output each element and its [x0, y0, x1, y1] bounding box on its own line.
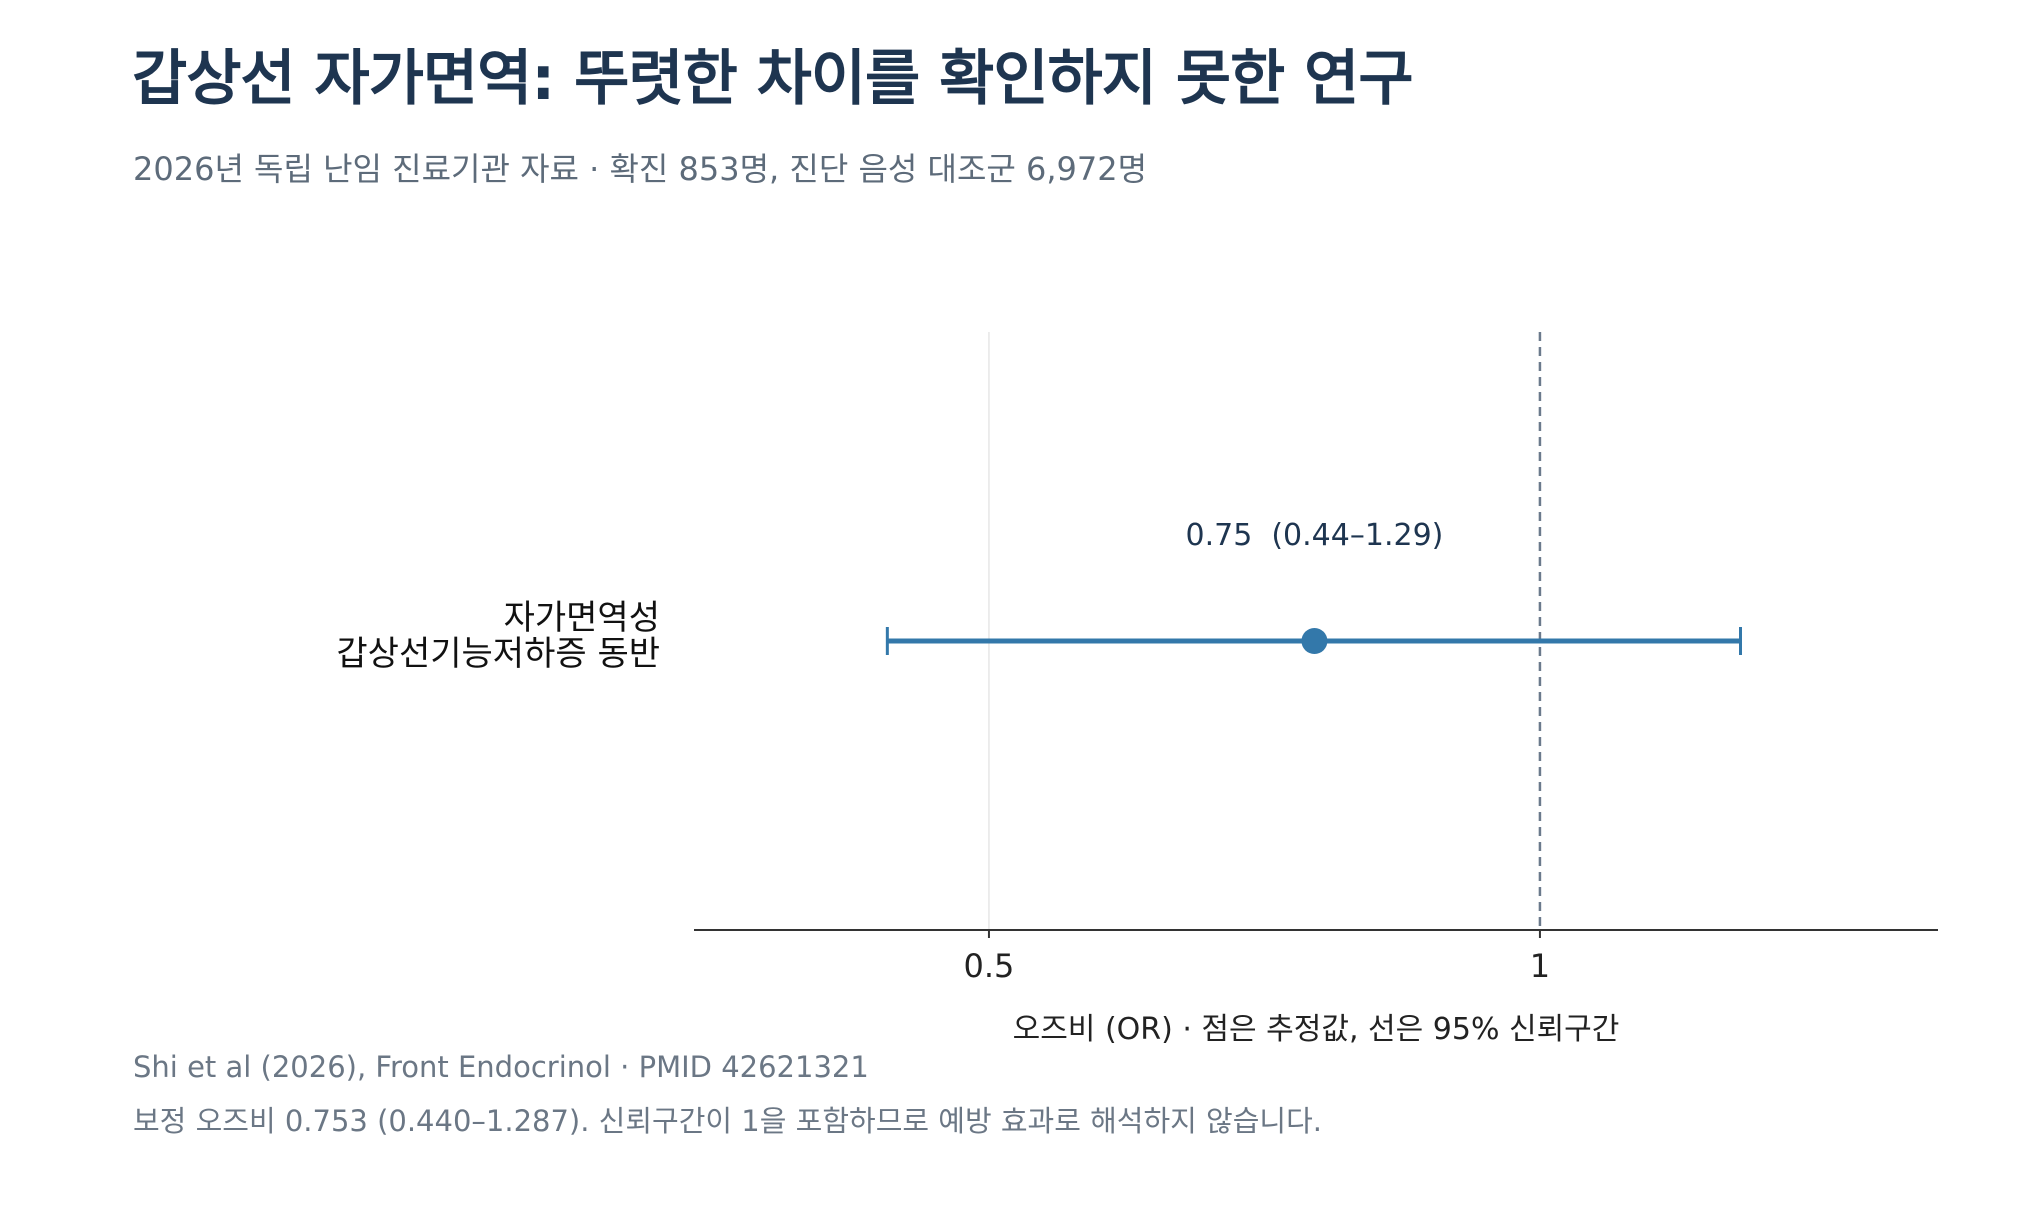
x-axis-label: 오즈비 (OR) · 점은 추정값, 선은 95% 신뢰구간	[1013, 1012, 1620, 1047]
x-tick-label: 1	[1530, 947, 1550, 985]
chart-subtitle: 2026년 독립 난임 진료기관 자료 · 확진 853명, 진단 음성 대조군…	[133, 150, 1148, 188]
row-label: 갑상선기능저하증 동반	[336, 634, 660, 674]
row-label: 자가면역성	[504, 598, 660, 638]
chart-title: 갑상선 자가면역: 뚜렷한 차이를 확인하지 못한 연구	[132, 44, 1414, 114]
x-axis-ticks: 0.5 1	[964, 930, 1550, 985]
footnote: 보정 오즈비 0.753 (0.440–1.287). 신뢰구간이 1을 포함하…	[133, 1104, 1322, 1138]
point-estimate	[1301, 628, 1328, 654]
source-citation: Shi et al (2026), Front Endocrinol · PMI…	[133, 1050, 869, 1084]
x-tick-label: 0.5	[964, 947, 1015, 985]
estimate-label: 0.75 (0.44–1.29)	[1185, 518, 1443, 553]
